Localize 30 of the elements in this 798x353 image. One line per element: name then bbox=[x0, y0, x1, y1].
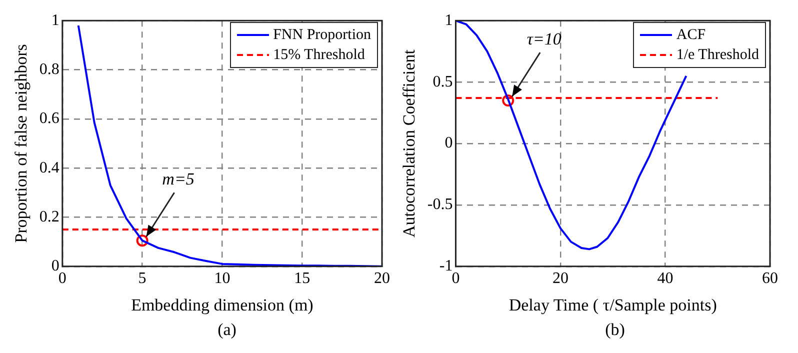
y-tick-label: 1 bbox=[51, 12, 60, 29]
y-axis-title: Proportion of false neighbors bbox=[12, 44, 31, 243]
legend-label: 15% Threshold bbox=[273, 46, 365, 65]
legend-label: FNN Proportion bbox=[273, 26, 371, 45]
y-tick-label: 0.5 bbox=[432, 73, 453, 90]
legend-label: ACF bbox=[676, 26, 706, 45]
x-tick-label: 40 bbox=[657, 270, 674, 288]
x-axis-title: Embedding dimension (m) bbox=[131, 295, 314, 314]
x-tick-label: 15 bbox=[294, 270, 310, 288]
x-tick-label: 10 bbox=[214, 270, 230, 288]
x-axis-title: Delay Time ( τ/Sample points) bbox=[508, 295, 717, 314]
annotation: m=5 bbox=[162, 170, 194, 189]
text: (b) bbox=[604, 320, 626, 340]
y-tick-label: 0.4 bbox=[39, 159, 60, 176]
text: (a) bbox=[216, 320, 238, 340]
y-tick-label: 0.8 bbox=[39, 60, 60, 78]
x-tick-label: 20 bbox=[374, 270, 390, 288]
y-tick-label: 0.6 bbox=[39, 110, 60, 128]
y-tick-label: 0 bbox=[51, 258, 60, 275]
annotation: τ=10 bbox=[526, 29, 562, 48]
y-tick-label: 0 bbox=[444, 134, 453, 152]
y-tick-label: -0.5 bbox=[427, 196, 453, 214]
y-tick-label: 0.2 bbox=[39, 208, 60, 226]
y-tick-label: -1 bbox=[439, 258, 453, 275]
y-axis-title: Autocorrelation Coefficient bbox=[400, 49, 419, 238]
x-tick-label: 20 bbox=[552, 270, 568, 288]
y-tick-label: 1 bbox=[444, 12, 453, 29]
legend-label: 1/e Threshold bbox=[676, 46, 759, 65]
x-tick-label: 5 bbox=[138, 270, 146, 288]
x-tick-label: 60 bbox=[762, 270, 778, 288]
